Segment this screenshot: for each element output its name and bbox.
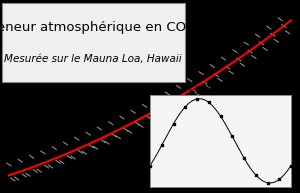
Title: Cycle annuel: Cycle annuel [189,84,252,94]
FancyBboxPatch shape [2,3,184,82]
Text: Mesurée sur le Mauna Loa, Hawaii: Mesurée sur le Mauna Loa, Hawaii [4,54,182,64]
Text: Teneur atmosphérique en CO2: Teneur atmosphérique en CO2 [0,20,195,34]
